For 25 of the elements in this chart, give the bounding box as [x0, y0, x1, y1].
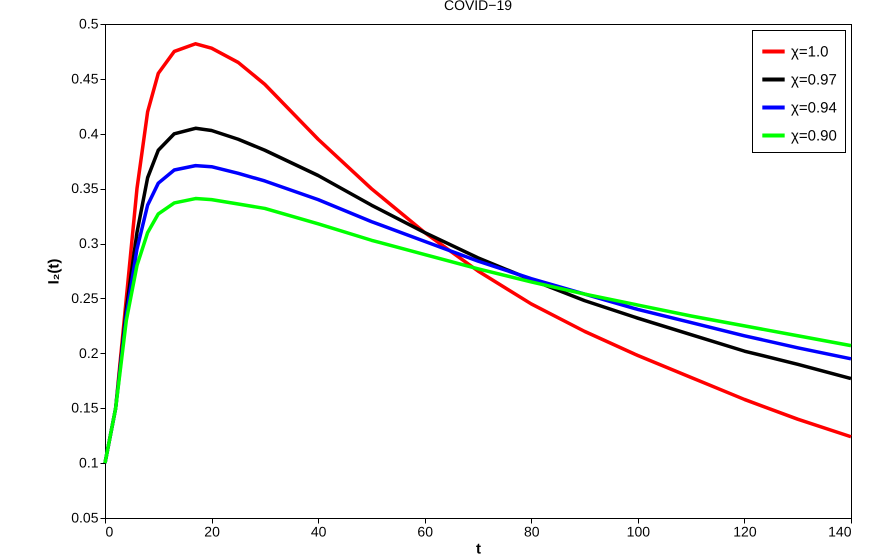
x-tick-label: 120: [733, 524, 757, 540]
x-tick-label: 20: [204, 524, 220, 540]
x-tick-label: 40: [310, 524, 327, 540]
x-axis-title: t: [476, 540, 481, 555]
y-tick-label: 0.15: [71, 400, 99, 416]
y-tick-label: 0.05: [71, 510, 99, 526]
legend-label: χ=0.97: [791, 72, 837, 88]
x-tick-label: 60: [417, 524, 434, 540]
x-tick-label: 80: [524, 524, 540, 540]
x-tick-label: 0: [106, 524, 114, 540]
x-tick-label: 140: [828, 524, 852, 540]
x-tick-label: 100: [626, 524, 650, 540]
y-axis-title: I₂(t): [45, 258, 62, 284]
y-tick-label: 0.3: [79, 235, 99, 252]
legend-label: χ=0.90: [791, 128, 837, 144]
y-tick-label: 0.45: [71, 70, 99, 86]
y-tick-label: 0.25: [71, 290, 99, 306]
y-tick-label: 0.1: [79, 454, 99, 471]
legend-label: χ=1.0: [791, 44, 828, 60]
chart-title: COVID−19: [444, 0, 512, 13]
y-tick-label: 0.35: [71, 180, 99, 196]
y-tick-label: 0.2: [79, 344, 99, 361]
y-tick-label: 0.5: [79, 16, 99, 32]
legend-label: χ=0.94: [791, 100, 837, 116]
y-tick-label: 0.4: [79, 125, 99, 142]
